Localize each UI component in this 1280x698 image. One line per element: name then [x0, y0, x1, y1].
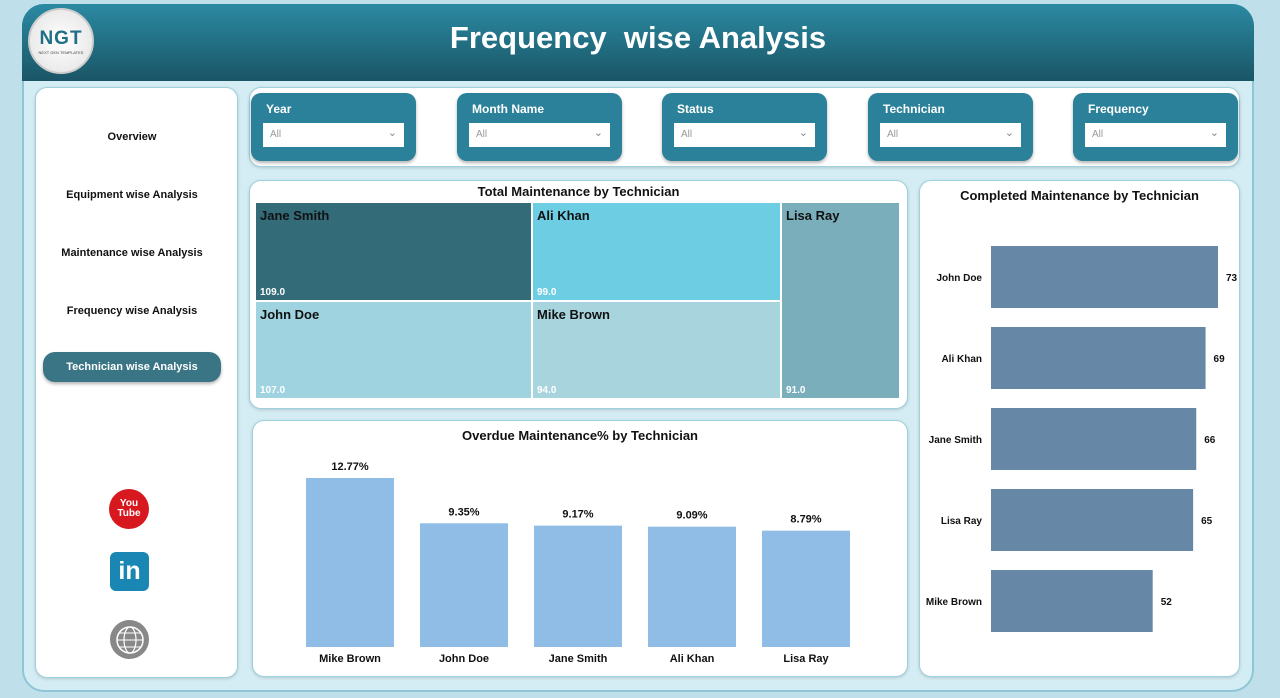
filter-status[interactable]: Status All ⌄: [662, 93, 827, 161]
filter-dropdown[interactable]: All ⌄: [263, 123, 404, 147]
filter-dropdown[interactable]: All ⌄: [1085, 123, 1226, 147]
nav-technician-wise[interactable]: Technician wise Analysis: [43, 352, 221, 382]
tile-value: 109.0: [260, 287, 286, 298]
completed-bar[interactable]: [991, 570, 1153, 632]
tile-value: 107.0: [260, 385, 286, 396]
filter-month-name[interactable]: Month Name All ⌄: [457, 93, 622, 161]
chevron-down-icon: ⌄: [1209, 127, 1219, 139]
overdue-category-label: Jane Smith: [549, 653, 608, 665]
filter-value: All: [270, 129, 282, 140]
treemap-tile[interactable]: Jane Smith 109.0: [255, 202, 532, 301]
overdue-category-label: Mike Brown: [319, 653, 381, 665]
globe-icon[interactable]: [110, 620, 149, 659]
tile-name: Lisa Ray: [786, 208, 840, 223]
chevron-down-icon: ⌄: [798, 127, 808, 139]
treemap-tile[interactable]: John Doe 107.0: [255, 301, 532, 399]
overdue-bar[interactable]: [534, 525, 622, 647]
overdue-bar[interactable]: [306, 478, 394, 647]
overdue-title: Overdue Maintenance% by Technician: [462, 428, 698, 443]
overdue-bar[interactable]: [420, 523, 508, 647]
youtube-icon[interactable]: You Tube: [109, 489, 149, 529]
completed-category-label: John Doe: [936, 273, 982, 284]
treemap-tile[interactable]: Mike Brown 94.0: [532, 301, 781, 399]
filter-dropdown[interactable]: All ⌄: [880, 123, 1021, 147]
tile-name: John Doe: [260, 307, 320, 322]
page-title: Frequency wise Analysis: [449, 20, 827, 55]
filter-label: Year: [266, 102, 292, 116]
overdue-category-label: Lisa Ray: [783, 653, 829, 665]
completed-data-label: 66: [1204, 435, 1216, 446]
completed-chart: John Doe 73 Ali Khan 69 Jane Smith 66 Lisa Ray…: [926, 246, 1238, 632]
filter-value: All: [1092, 129, 1104, 140]
overdue-bar[interactable]: [762, 530, 850, 647]
overdue-chart: 12.77% Mike Brown 9.35% John Doe 9.17% Jane S…: [306, 461, 850, 665]
completed-category-label: Lisa Ray: [941, 516, 983, 527]
tile-name: Mike Brown: [537, 307, 610, 322]
tile-value: 99.0: [537, 287, 557, 298]
filter-value: All: [476, 129, 488, 140]
completed-bar[interactable]: [991, 408, 1197, 470]
chevron-down-icon: ⌄: [593, 127, 603, 139]
overdue-data-label: 9.35%: [448, 506, 479, 518]
logo: NGT NEXT GEN TEMPLATES: [28, 8, 94, 74]
treemap-tile[interactable]: Ali Khan 99.0: [532, 202, 781, 301]
filter-frequency[interactable]: Frequency All ⌄: [1073, 93, 1238, 161]
filter-label: Frequency: [1088, 102, 1149, 116]
nav-frequency-wise[interactable]: Frequency wise Analysis: [66, 305, 198, 317]
treemap-title: Total Maintenance by Technician: [477, 184, 680, 199]
completed-data-label: 73: [1226, 273, 1238, 284]
completed-data-label: 69: [1214, 354, 1226, 365]
overdue-category-label: John Doe: [439, 653, 489, 665]
overdue-data-label: 9.09%: [676, 510, 707, 522]
completed-data-label: 65: [1201, 516, 1213, 527]
completed-title: Completed Maintenance by Technician: [960, 188, 1199, 203]
filter-technician[interactable]: Technician All ⌄: [868, 93, 1033, 161]
tile-value: 91.0: [786, 385, 806, 396]
filter-label: Status: [677, 102, 714, 116]
filter-label: Technician: [883, 102, 945, 116]
filter-value: All: [887, 129, 899, 140]
nav-equipment-wise[interactable]: Equipment wise Analysis: [66, 189, 198, 201]
chevron-down-icon: ⌄: [387, 127, 397, 139]
tile-name: Jane Smith: [260, 208, 330, 223]
nav-overview[interactable]: Overview: [107, 131, 157, 143]
linkedin-icon[interactable]: in: [110, 552, 149, 591]
filter-dropdown[interactable]: All ⌄: [674, 123, 815, 147]
completed-bar[interactable]: [991, 327, 1206, 389]
completed-data-label: 52: [1161, 597, 1173, 608]
filter-value: All: [681, 129, 693, 140]
filter-label: Month Name: [472, 102, 544, 116]
header: Frequency wise Analysis: [22, 4, 1254, 81]
filter-year[interactable]: Year All ⌄: [251, 93, 416, 161]
nav-maintenance-wise[interactable]: Maintenance wise Analysis: [61, 247, 203, 259]
overdue-data-label: 8.79%: [790, 514, 821, 526]
chevron-down-icon: ⌄: [1004, 127, 1014, 139]
overdue-data-label: 12.77%: [331, 461, 369, 473]
logo-subtext: NEXT GEN TEMPLATES: [38, 49, 84, 55]
overdue-bar[interactable]: [648, 526, 736, 647]
completed-bar[interactable]: [991, 489, 1194, 551]
tile-value: 94.0: [537, 385, 557, 396]
filter-dropdown[interactable]: All ⌄: [469, 123, 610, 147]
completed-bar[interactable]: [991, 246, 1218, 308]
overdue-category-label: Ali Khan: [670, 653, 715, 665]
treemap-tile[interactable]: Lisa Ray 91.0: [781, 202, 900, 399]
tile-name: Ali Khan: [537, 208, 590, 223]
completed-category-label: Jane Smith: [929, 435, 982, 446]
completed-category-label: Mike Brown: [926, 597, 982, 608]
overdue-data-label: 9.17%: [562, 509, 593, 521]
completed-category-label: Ali Khan: [941, 354, 982, 365]
logo-text: NGT: [39, 27, 83, 49]
